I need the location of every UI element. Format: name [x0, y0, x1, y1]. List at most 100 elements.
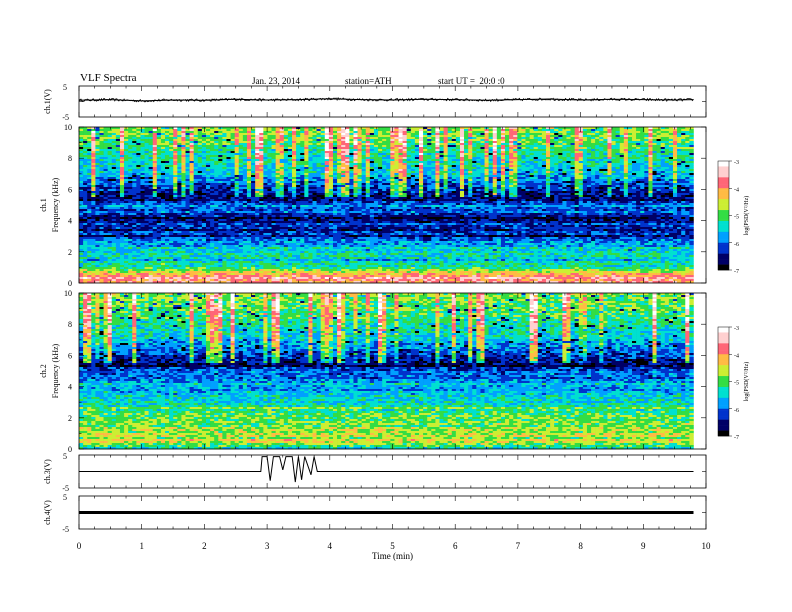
ch1-spectrogram-cell — [607, 137, 611, 139]
ch1-spectrogram-cell — [390, 179, 394, 181]
ch1-spectrogram-cell — [124, 181, 128, 183]
ch1-spectrogram-cell — [276, 143, 280, 145]
ch1-spectrogram-cell — [165, 165, 169, 167]
ch1-spectrogram-cell — [644, 157, 648, 159]
ch1-spectrogram-cell — [263, 149, 267, 151]
ch1-spectrogram-cell — [571, 153, 575, 155]
ch1-spectrogram-cell — [665, 155, 669, 157]
ch1-spectrogram-cell — [349, 149, 353, 151]
ch1-spectrogram-cell — [177, 175, 181, 177]
ch1-spectrogram-cell — [239, 135, 243, 137]
ch1-spectrogram-cell — [431, 143, 435, 145]
ch1-spectrogram-cell — [620, 159, 624, 161]
ch1-spectrogram-cell — [173, 157, 177, 159]
ch1-spectrogram-cell — [456, 149, 460, 151]
ch1-spectrogram-cell — [87, 133, 91, 135]
ch1-spectrogram-cell — [579, 185, 583, 187]
ch1-spectrogram-cell — [378, 157, 382, 159]
ch1-spectrogram-cell — [157, 191, 161, 193]
ch1-spectrogram-cell — [83, 131, 87, 133]
ch1-spectrogram-cell — [448, 191, 452, 193]
ch1-spectrogram-cell — [653, 187, 657, 189]
ch1-spectrogram-cell — [83, 137, 87, 139]
ch1-spectrogram-cell — [411, 169, 415, 171]
ch1-spectrogram-cell — [513, 155, 517, 157]
ch1-spectrogram-cell — [177, 155, 181, 157]
ch1-spectrogram-cell — [284, 179, 288, 181]
ch1-spectrogram-cell — [448, 161, 452, 163]
ch1-spectrogram-cell — [472, 139, 476, 141]
ch1-spectrogram-cell — [145, 131, 149, 133]
ch1-spectrogram-cell — [296, 137, 300, 139]
ch1-spectrogram-cell — [530, 183, 534, 185]
ch1-spectrogram-cell — [366, 187, 370, 189]
ch1-spectrogram-cell — [607, 139, 611, 141]
ch1-spectrogram-cell — [657, 175, 661, 177]
ch1-spectrogram-cell — [104, 191, 108, 193]
ch1-spectrogram-cell — [407, 185, 411, 187]
ch1-spectrogram-cell — [603, 133, 607, 135]
ch1-spectrogram-cell — [476, 145, 480, 147]
ch1-spectrogram-cell — [140, 183, 144, 185]
ch1-spectrogram-cell — [218, 187, 222, 189]
ch1-spectrogram-cell — [546, 151, 550, 153]
ch1-spectrogram-cell — [566, 145, 570, 147]
ch1-spectrogram-cell — [161, 147, 165, 149]
ch1-spectrogram-cell — [636, 163, 640, 165]
ch1-spectrogram-cell — [472, 169, 476, 171]
ch1-spectrogram-cell — [333, 169, 337, 171]
ch1-spectrogram-cell — [259, 145, 263, 147]
ch1-spectrogram-cell — [632, 159, 636, 161]
ch1-spectrogram-cell — [341, 131, 345, 133]
ch1-spectrogram-cell — [456, 177, 460, 179]
ch1-spectrogram-cell — [337, 173, 341, 175]
ch1-spectrogram-cell — [677, 159, 681, 161]
ch1-spectrogram-cell — [566, 165, 570, 167]
ch1-spectrogram-cell — [607, 149, 611, 151]
ch1-spectrogram-cell — [628, 133, 632, 135]
ch1-spectrogram-cell — [251, 151, 255, 153]
ch1-spectrogram-cell — [95, 173, 99, 175]
ch1-spectrogram-cell — [99, 157, 103, 159]
ch1-spectrogram-cell — [321, 153, 325, 155]
ch1-spectrogram-cell — [628, 143, 632, 145]
ch1-spectrogram-cell — [337, 185, 341, 187]
ch1-spectrogram-cell — [517, 133, 521, 135]
ch1-spectrogram-cell — [145, 189, 149, 191]
ch1-spectrogram-cell — [124, 183, 128, 185]
ch1-spectrogram-cell — [128, 129, 132, 131]
ch1-spectrogram-cell — [509, 171, 513, 173]
ch1-spectrogram-cell — [267, 161, 271, 163]
ch1-spectrogram-cell — [288, 161, 292, 163]
ch1-spectrogram-cell — [194, 133, 198, 135]
ch1-spectrogram-cell — [493, 169, 497, 171]
ch1-spectrogram-cell — [460, 181, 464, 183]
ch1-spectrogram-cell — [599, 129, 603, 131]
ch1-spectrogram-cell — [304, 131, 308, 133]
ch1-spectrogram-cell — [149, 191, 153, 193]
ch1-spectrogram-cell — [251, 161, 255, 163]
ch1-spectrogram-cell — [202, 187, 206, 189]
ch1-spectrogram-cell — [329, 157, 333, 159]
ch1-spectrogram-cell — [157, 165, 161, 167]
ch1-spectrogram-cell — [317, 159, 321, 161]
ch1-spectrogram-cell — [423, 153, 427, 155]
ch1-spectrogram-cell — [419, 149, 423, 151]
ch1-spectrogram-cell — [595, 145, 599, 147]
ch1-spectrogram-cell — [378, 153, 382, 155]
ch1-spectrogram-cell — [493, 173, 497, 175]
ch1-spectrogram-cell — [566, 153, 570, 155]
ch1-spectrogram-cell — [190, 175, 194, 177]
ch1-spectrogram-cell — [198, 151, 202, 153]
ch1-spectrogram-cell — [190, 143, 194, 145]
ch1-spectrogram-cell — [317, 135, 321, 137]
ch1-spectrogram-cell — [308, 165, 312, 167]
ch1-spectrogram-cell — [497, 135, 501, 137]
ch1-spectrogram-cell — [489, 147, 493, 149]
ch1-spectrogram-cell — [431, 183, 435, 185]
ch1-spectrogram-cell — [595, 149, 599, 151]
ch1-spectrogram-cell — [677, 141, 681, 143]
ch1-spectrogram-cell — [583, 145, 587, 147]
ch1-spectrogram-cell — [181, 135, 185, 137]
ch1-spectrogram-cell — [325, 161, 329, 163]
